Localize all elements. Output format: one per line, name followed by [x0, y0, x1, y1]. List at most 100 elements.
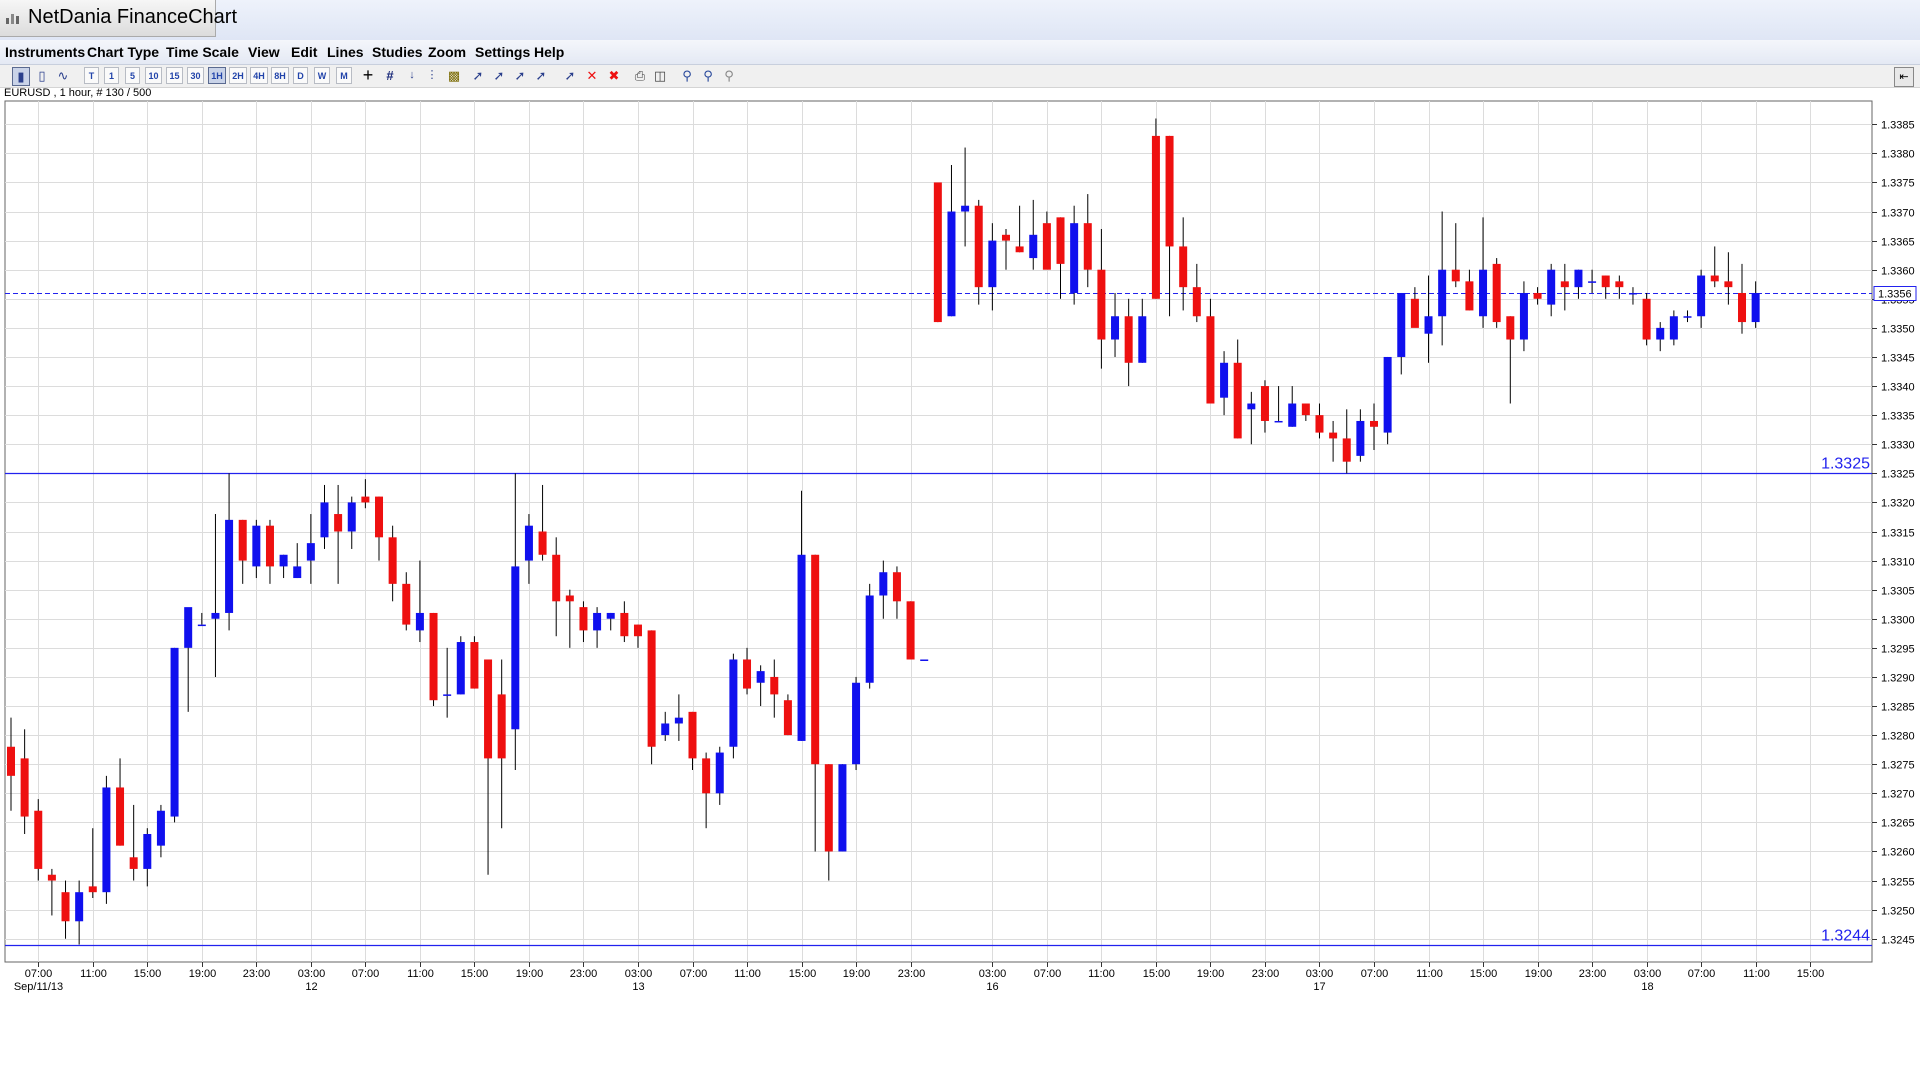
candle-body	[1410, 298, 1419, 328]
tf-30m[interactable]: 30	[187, 67, 204, 84]
menu-studies[interactable]: Studies	[372, 44, 423, 60]
candle-body	[1015, 246, 1024, 253]
candle	[1656, 322, 1665, 352]
menu-instruments[interactable]: Instruments	[5, 44, 86, 60]
delete-line-icon[interactable]: ➚	[564, 68, 576, 83]
x-tick-label: 11:00	[1088, 968, 1115, 980]
print-icon[interactable]: ⎙	[634, 68, 646, 83]
channel-icon[interactable]: ➚	[514, 68, 526, 83]
grid-icon[interactable]: #	[386, 68, 394, 83]
candle	[1220, 351, 1229, 416]
tf-day[interactable]: D	[293, 67, 308, 84]
candle	[1615, 275, 1624, 299]
candle	[61, 880, 70, 939]
candle-body	[1683, 316, 1692, 318]
tf-tick[interactable]: T	[84, 67, 99, 84]
arrow-down-icon[interactable]: ↓	[409, 69, 415, 81]
menu-view[interactable]: View	[248, 44, 280, 60]
candle	[1438, 211, 1447, 346]
tf-month[interactable]: M	[336, 67, 352, 84]
trendline-icon[interactable]: ➚	[472, 68, 484, 83]
candle	[1410, 287, 1419, 328]
candle-body	[402, 583, 411, 625]
candle-body	[1492, 263, 1501, 323]
fibonacci-icon[interactable]: ➚	[535, 68, 547, 83]
candle-body	[1206, 316, 1215, 404]
candle	[538, 484, 547, 561]
tf-1h[interactable]: 1H	[208, 67, 226, 84]
candle-body	[456, 642, 465, 695]
candles-icon[interactable]: ▮	[12, 67, 30, 86]
x-tick-label: 03:00	[979, 968, 1007, 980]
panel-toggle-button[interactable]: ⇤	[1894, 67, 1914, 87]
parallel-lines-icon[interactable]: ➚	[493, 68, 505, 83]
candle	[156, 804, 165, 858]
candle-body	[1165, 135, 1174, 247]
x-tick-label: 03:00	[1634, 968, 1662, 980]
candle	[1315, 403, 1324, 439]
candle	[1288, 386, 1297, 427]
candle	[593, 607, 602, 648]
x-tick-label: 15:00	[134, 968, 162, 980]
zoom-reset-icon[interactable]: ⚲	[724, 68, 734, 83]
bar-chart-icon[interactable]: ▯	[38, 68, 46, 83]
y-tick-label: 1.3325	[1881, 469, 1915, 481]
y-tick-label: 1.3385	[1881, 120, 1915, 132]
menu-lines[interactable]: Lines	[327, 44, 364, 60]
menu-settings[interactable]: Settings	[475, 44, 531, 60]
menu-zoom[interactable]: Zoom	[428, 44, 467, 60]
zoom-out-icon[interactable]: ⚲	[703, 68, 713, 83]
candle	[1097, 228, 1106, 369]
x-tick-label: 11:00	[734, 968, 761, 980]
line-chart-icon[interactable]: ∿	[57, 68, 69, 83]
candle	[279, 554, 288, 579]
delete-icon[interactable]: ✕	[586, 68, 598, 83]
dotted-bars-icon[interactable]: ⋮	[426, 69, 438, 81]
menu-chart-type[interactable]: Chart Type	[87, 44, 160, 60]
y-tick-label: 1.3375	[1881, 178, 1915, 190]
zoom-in-icon[interactable]: ⚲	[682, 68, 692, 83]
candle	[1519, 281, 1528, 352]
print-preview-icon[interactable]: ◫	[653, 68, 667, 83]
candle-body	[170, 647, 179, 817]
menu-time-scale[interactable]: Time Scale	[166, 44, 239, 60]
tf-2h[interactable]: 2H	[229, 67, 247, 84]
app-tab[interactable]: NetDania FinanceChart	[0, 0, 237, 37]
candle-body	[1506, 316, 1515, 340]
candle	[661, 711, 670, 741]
candle	[252, 519, 261, 579]
tf-1m[interactable]: 1	[104, 67, 119, 84]
symbol-info: EURUSD , 1 hour, # 130 / 500	[4, 87, 152, 99]
candle-body	[688, 711, 697, 759]
x-tick-label: 11:00	[1743, 968, 1770, 980]
tf-4h[interactable]: 4H	[250, 67, 268, 84]
candle-body	[1233, 362, 1242, 439]
candle	[715, 746, 724, 805]
x-tick-label: 11:00	[1416, 968, 1443, 980]
candle-body	[429, 612, 438, 701]
tf-week[interactable]: W	[314, 67, 330, 84]
candle-body	[497, 694, 506, 759]
tf-5m[interactable]: 5	[125, 67, 140, 84]
candle-body	[824, 764, 833, 852]
candles	[7, 118, 1760, 945]
crosshair-icon[interactable]: +	[362, 65, 374, 85]
x-tick-label: 07:00	[1688, 968, 1716, 980]
delete-all-icon[interactable]: ✖	[608, 68, 620, 83]
candle	[729, 653, 738, 759]
volume-icon[interactable]: ▩	[447, 68, 461, 83]
candle	[1165, 135, 1174, 317]
menu-help[interactable]: Help	[534, 44, 565, 60]
tf-8h[interactable]: 8H	[271, 67, 289, 84]
candle-body	[1138, 316, 1147, 363]
tf-15m[interactable]: 15	[166, 67, 183, 84]
x-tick-label: 11:00	[80, 968, 107, 980]
candle-body	[1751, 292, 1760, 323]
tf-10m[interactable]: 10	[145, 67, 162, 84]
candle	[1533, 287, 1542, 305]
candle-body	[156, 810, 165, 846]
candle-body	[1424, 316, 1433, 334]
candle	[865, 583, 874, 689]
menu-edit[interactable]: Edit	[291, 44, 318, 60]
